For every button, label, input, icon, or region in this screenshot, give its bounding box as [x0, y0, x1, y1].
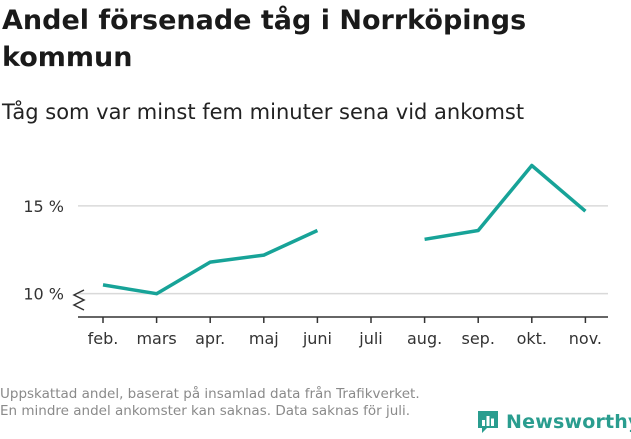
series-lines — [102, 163, 587, 296]
x-tick-label: nov. — [569, 329, 602, 348]
footnote: Uppskattad andel, baserat på insamlad da… — [0, 386, 420, 419]
x-axis — [72, 289, 608, 318]
y-axis-ticks: 10 % 15 % — [23, 197, 64, 304]
x-tick-label: feb. — [88, 329, 119, 348]
brand-name: Newsworthy — [506, 411, 631, 433]
gridlines — [78, 205, 608, 295]
x-tick-label: okt. — [517, 329, 547, 348]
brand-logo: Newsworthy — [476, 408, 631, 436]
chart-subtitle: Tåg som var minst fem minuter sena vid a… — [2, 100, 525, 124]
x-tick-label: juli — [358, 329, 382, 348]
x-tick-label: apr. — [195, 329, 225, 348]
x-tick-label: maj — [249, 329, 279, 348]
x-tick-label: sep. — [461, 329, 494, 348]
x-tick-label: mars — [136, 329, 176, 348]
x-tick-label: juni — [302, 329, 332, 348]
x-axis-ticks: feb. mars apr. maj juni juli aug. sep. okt. nov. — [88, 317, 602, 348]
axis-break-icon — [72, 289, 86, 311]
line-chart: 10 % 15 % feb. mars apr. maj juni juli aug. sep.… — [23, 163, 608, 348]
series-line-segment — [102, 228, 319, 296]
y-tick-label: 10 % — [23, 285, 64, 304]
x-tick-label: aug. — [407, 329, 442, 348]
bar-chart-speech-bubble-icon — [478, 411, 498, 433]
series-line-segment — [424, 163, 587, 242]
y-tick-label: 15 % — [23, 197, 64, 216]
chart-title: Andel försenade tåg i Norrköpings kommun — [2, 5, 527, 73]
